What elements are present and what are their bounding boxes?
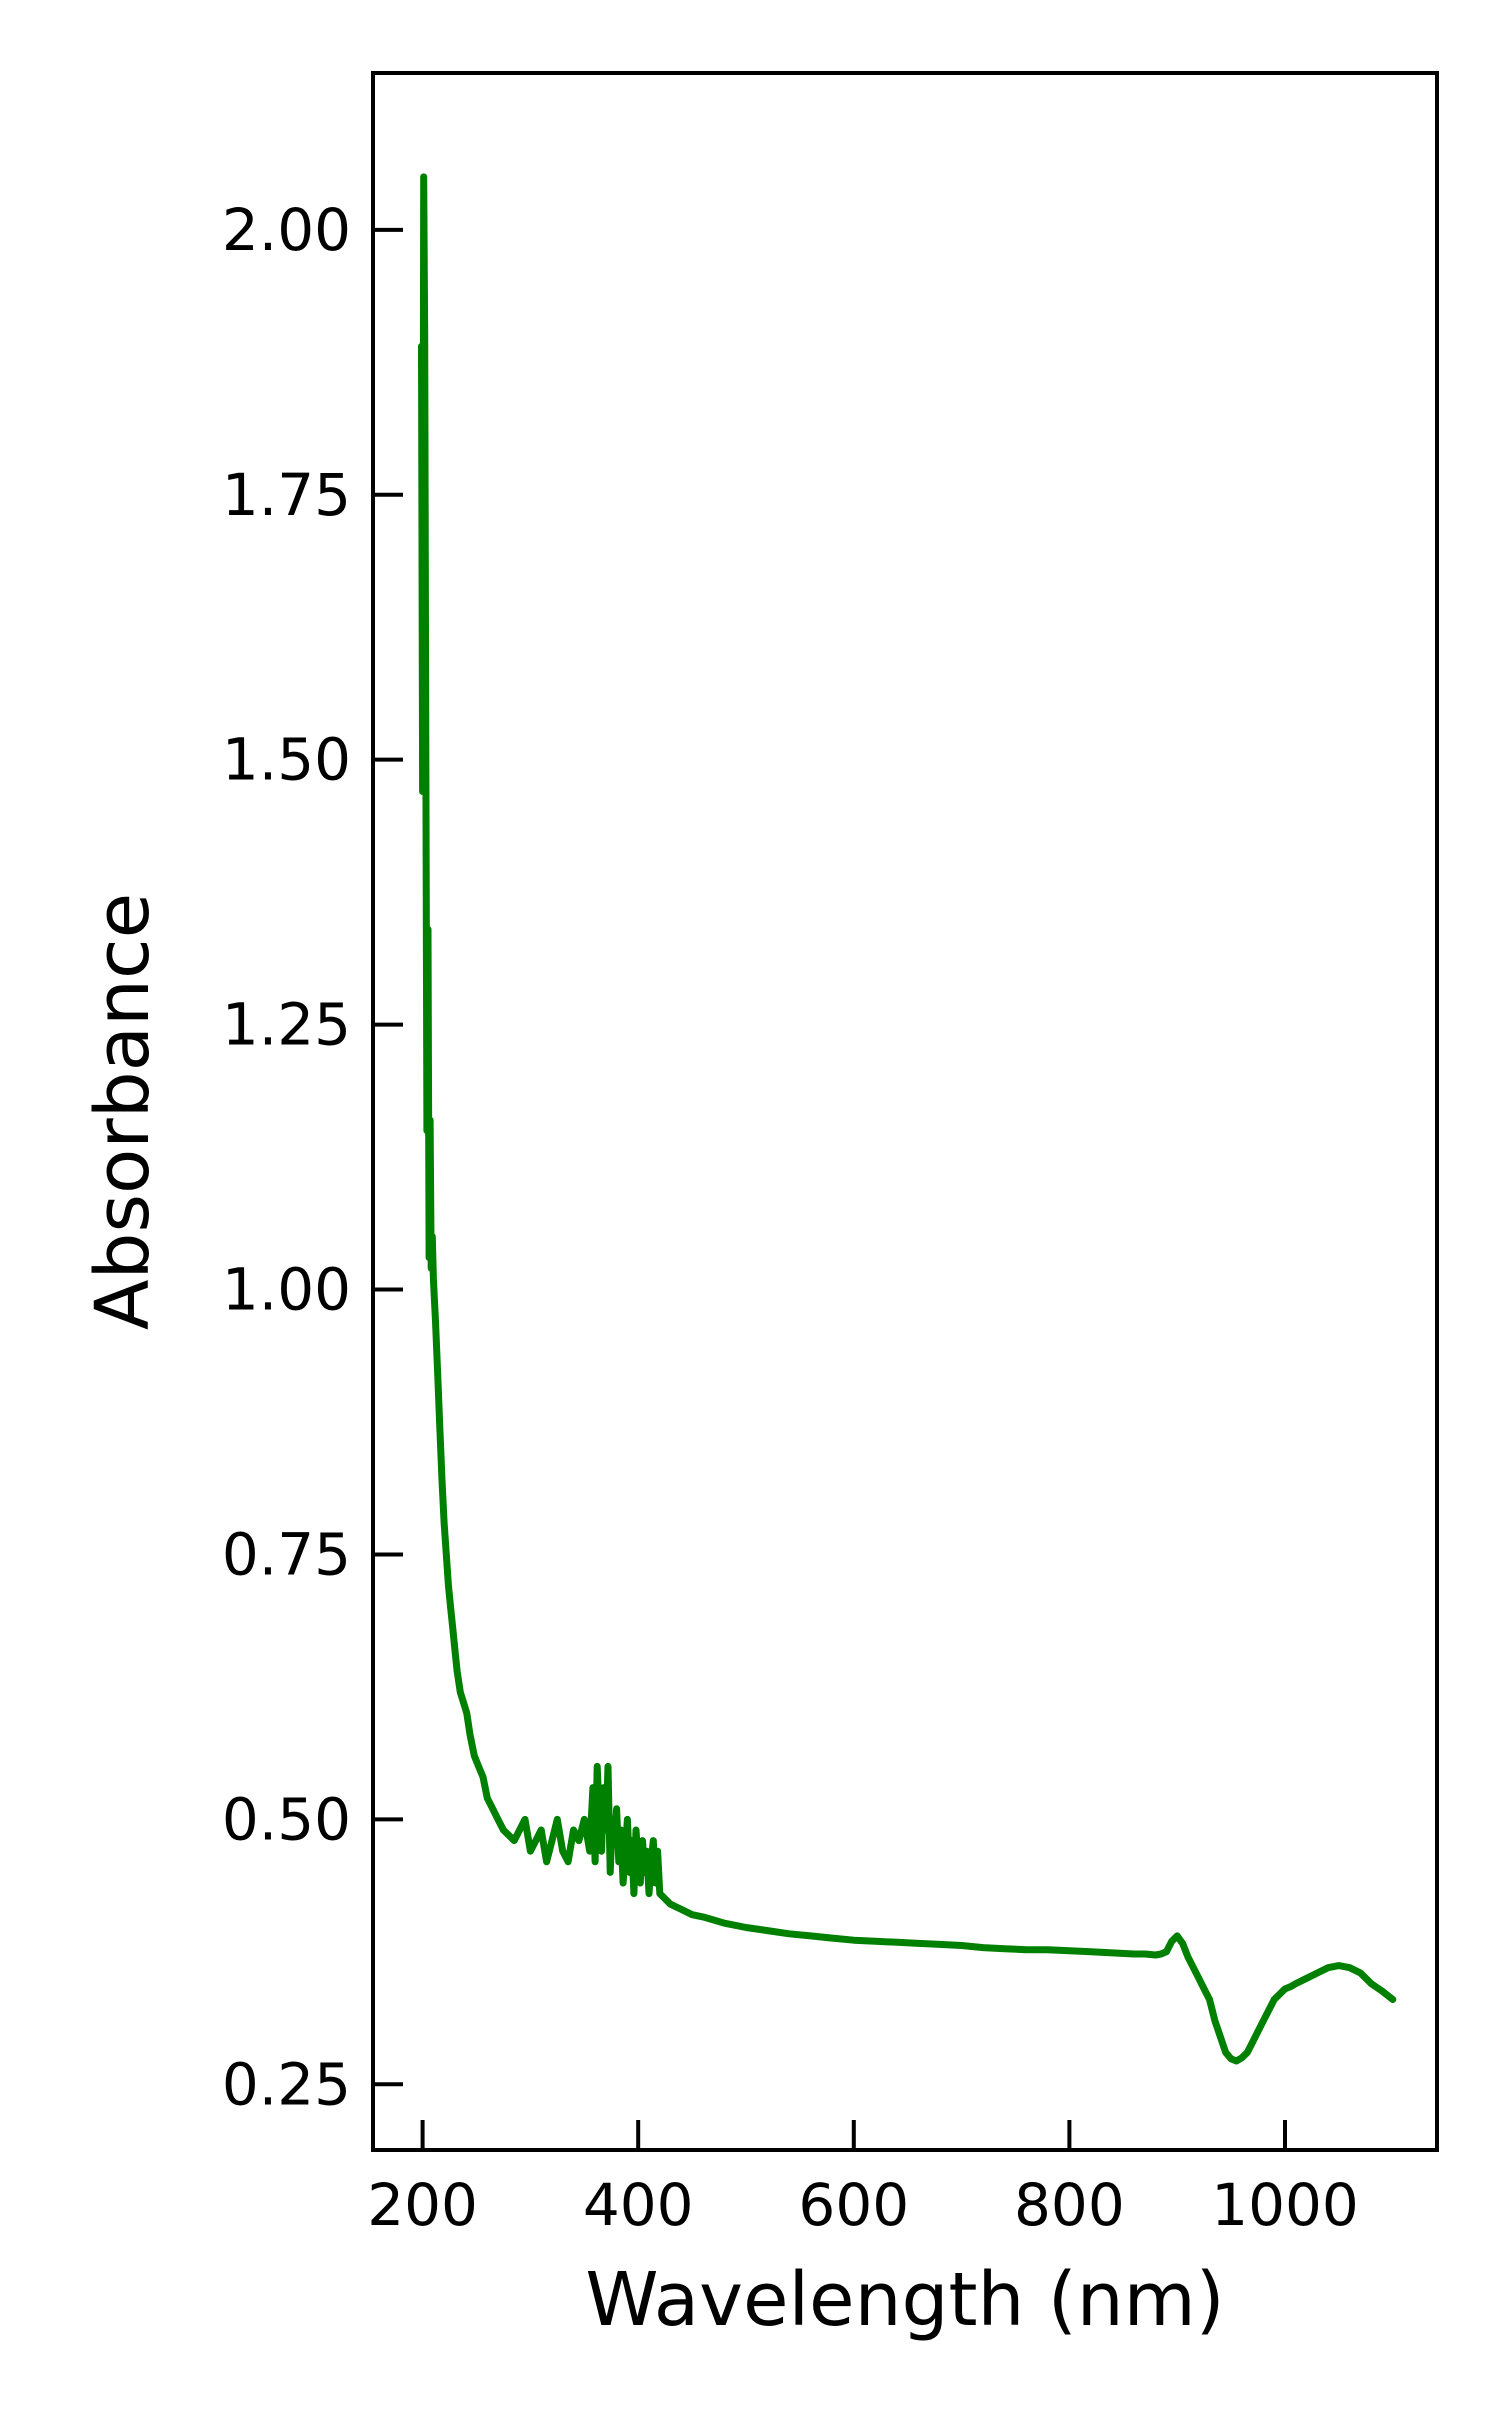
- x-tick-label: 1000: [1211, 2171, 1359, 2239]
- absorbance-series-line: [418, 173, 1397, 2065]
- plot-area-frame: [371, 71, 1439, 2152]
- x-tick-label: 200: [367, 2171, 478, 2239]
- y-tick-label: 1.50: [222, 726, 351, 794]
- x-tick-label: 400: [583, 2171, 694, 2239]
- y-axis-title: Absorbance: [80, 893, 166, 1330]
- y-tick-label: 0.75: [222, 1520, 351, 1588]
- y-tick-label: 0.50: [222, 1785, 351, 1853]
- y-tick-label: 1.75: [222, 461, 351, 529]
- y-axis-ticks: 0.25 0.50 0.75 1.00 1.25 1.50 1.75 2.00: [222, 196, 403, 2118]
- x-tick-label: 600: [798, 2171, 909, 2239]
- y-tick-label: 2.00: [222, 196, 351, 264]
- y-tick-label: 0.25: [222, 2050, 351, 2118]
- y-tick-label: 1.00: [222, 1256, 351, 1324]
- x-tick-label: 800: [1014, 2171, 1125, 2239]
- y-tick-label: 1.25: [222, 991, 351, 1059]
- x-axis-title: Wavelength (nm): [585, 2257, 1224, 2343]
- x-axis-ticks: 200 400 600 800 1000: [367, 2120, 1359, 2239]
